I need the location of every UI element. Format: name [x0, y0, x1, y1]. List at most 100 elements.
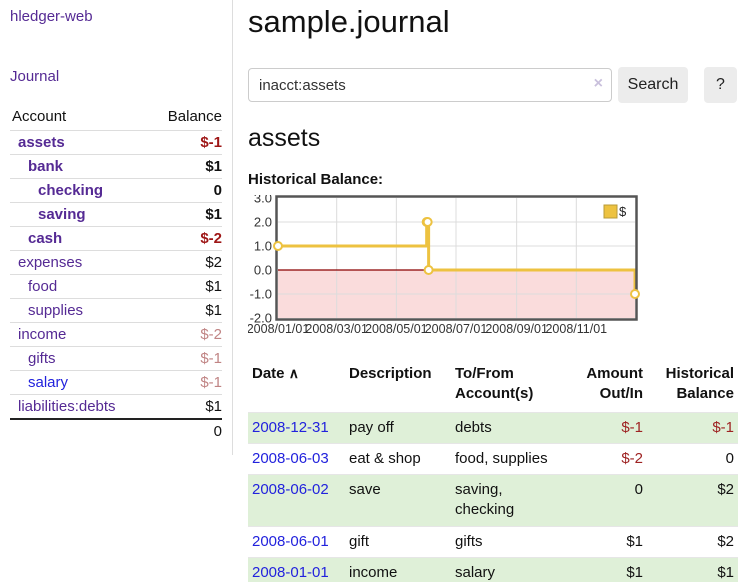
main-content: sample.journal × Search ? assets Histori…: [233, 0, 742, 582]
transaction-accounts: salary: [451, 556, 566, 582]
svg-text:2008/09/01: 2008/09/01: [485, 322, 548, 336]
svg-text:-1.0: -1.0: [250, 287, 272, 302]
transaction-amount: $1: [566, 556, 647, 582]
balance-column-header: Historical Balance: [665, 365, 734, 403]
svg-text:-2.0: -2.0: [250, 311, 272, 326]
account-balance: $-2: [200, 326, 222, 343]
account-link[interactable]: liabilities:debts: [18, 398, 116, 415]
account-balance: $1: [205, 398, 222, 415]
account-table-header: Account Balance: [10, 105, 222, 130]
svg-text:2008/05/01: 2008/05/01: [365, 322, 428, 336]
transaction-row[interactable]: 2008-06-02 save saving, checking 0 $2: [248, 474, 738, 526]
account-row: bank $1: [10, 154, 222, 178]
account-row: saving $1: [10, 202, 222, 226]
svg-text:3.0: 3.0: [254, 195, 272, 206]
transaction-balance: $1: [647, 556, 738, 582]
account-balance: $1: [205, 278, 222, 295]
transaction-description: eat & shop: [345, 442, 451, 475]
transaction-balance: $2: [647, 474, 738, 526]
svg-text:0.0: 0.0: [254, 263, 272, 278]
account-link[interactable]: food: [28, 278, 58, 295]
accounts-total-value: 0: [213, 423, 222, 440]
account-link[interactable]: income: [18, 326, 67, 343]
transaction-accounts: gifts: [451, 525, 566, 558]
transaction-description: income: [345, 556, 451, 582]
chart-title: Historical Balance:: [248, 171, 384, 188]
page-title: sample.journal: [248, 4, 450, 39]
search-button[interactable]: Search: [618, 67, 688, 103]
account-balance: 0: [213, 182, 222, 199]
account-link[interactable]: salary: [28, 374, 69, 391]
account-balance: $-1: [200, 134, 222, 151]
transaction-amount: $-1: [566, 411, 647, 444]
transaction-description: gift: [345, 525, 451, 558]
account-link[interactable]: supplies: [28, 302, 84, 319]
account-link[interactable]: expenses: [18, 254, 83, 271]
account-row: food $1: [10, 274, 222, 298]
balance-column-header: Balance: [167, 108, 222, 125]
account-balance: $1: [205, 302, 222, 319]
transaction-row[interactable]: 2008-12-31 pay off debts $-1 $-1: [248, 411, 738, 444]
accounts-column-header: To/From Account(s): [455, 365, 534, 403]
register-table: Date ∧ Description To/From Account(s) Am…: [248, 360, 738, 582]
transaction-row[interactable]: 2008-01-01 income salary $1 $1: [248, 556, 738, 582]
journal-nav-link[interactable]: Journal: [10, 68, 60, 85]
account-row: liabilities:debts $1: [10, 394, 222, 418]
svg-text:1.0: 1.0: [254, 239, 272, 254]
account-balance: $2: [205, 254, 222, 271]
transaction-row[interactable]: 2008-06-01 gift gifts $1 $2: [248, 525, 738, 558]
account-balance: $1: [205, 158, 222, 175]
account-heading: assets: [248, 124, 321, 152]
account-link[interactable]: saving: [38, 206, 86, 223]
transaction-balance: $2: [647, 525, 738, 558]
account-row: cash $-2: [10, 226, 222, 250]
help-button[interactable]: ?: [704, 67, 737, 103]
date-column-header[interactable]: Date ∧: [252, 365, 299, 382]
account-link[interactable]: cash: [28, 230, 63, 247]
transaction-date-link[interactable]: 2008-06-01: [252, 532, 329, 550]
svg-text:$: $: [619, 204, 627, 219]
transaction-description: save: [345, 474, 451, 526]
sort-ascending-icon: ∧: [288, 365, 299, 381]
balance-chart[interactable]: 2008/01/01 2008/03/01 2008/05/01 2008/07/01…: [247, 191, 738, 344]
transaction-amount: $-2: [566, 442, 647, 475]
transaction-description: pay off: [345, 411, 451, 444]
account-balance: $-1: [200, 350, 222, 367]
app-title-link[interactable]: hledger-web: [10, 8, 93, 25]
account-column-header: Account: [12, 108, 67, 125]
svg-text:2008/07/01: 2008/07/01: [425, 322, 488, 336]
description-column-header: Description: [349, 365, 432, 382]
transaction-date-link[interactable]: 2008-06-02: [252, 481, 329, 498]
account-balance: $1: [205, 206, 222, 223]
transaction-accounts: debts: [451, 411, 566, 444]
accounts-total-row: 0: [10, 418, 222, 443]
transaction-date-link[interactable]: 2008-12-31: [252, 418, 329, 436]
clear-search-icon[interactable]: ×: [593, 75, 603, 92]
search-input[interactable]: [248, 68, 612, 102]
svg-text:2008/01/01: 2008/01/01: [248, 322, 309, 336]
search-field-wrap: ×: [248, 68, 612, 102]
amount-column-header: Amount Out/In: [586, 365, 643, 403]
account-link[interactable]: assets: [18, 134, 65, 151]
account-row: expenses $2: [10, 250, 222, 274]
account-link[interactable]: checking: [38, 182, 104, 199]
account-row: assets $-1: [10, 130, 222, 154]
account-row: supplies $1: [10, 298, 222, 322]
account-balance: $-2: [200, 230, 222, 247]
transaction-date-link[interactable]: 2008-01-01: [252, 563, 329, 581]
search-form: × Search ?: [248, 67, 738, 103]
account-row: salary $-1: [10, 370, 222, 394]
svg-text:2.0: 2.0: [254, 215, 272, 230]
account-row: checking 0: [10, 178, 222, 202]
transaction-row[interactable]: 2008-06-03 eat & shop food, supplies $-2…: [248, 442, 738, 475]
transaction-accounts: saving, checking: [451, 474, 566, 526]
account-balance: $-1: [200, 374, 222, 391]
balance-chart-svg[interactable]: 2008/01/012008/03/012008/05/012008/07/01…: [247, 191, 648, 339]
transaction-accounts: food, supplies: [451, 442, 566, 475]
account-row: income $-2: [10, 322, 222, 346]
transaction-balance: $-1: [647, 411, 738, 444]
account-link[interactable]: bank: [28, 158, 64, 175]
transaction-date-link[interactable]: 2008-06-03: [252, 449, 329, 467]
account-link[interactable]: gifts: [28, 350, 56, 367]
